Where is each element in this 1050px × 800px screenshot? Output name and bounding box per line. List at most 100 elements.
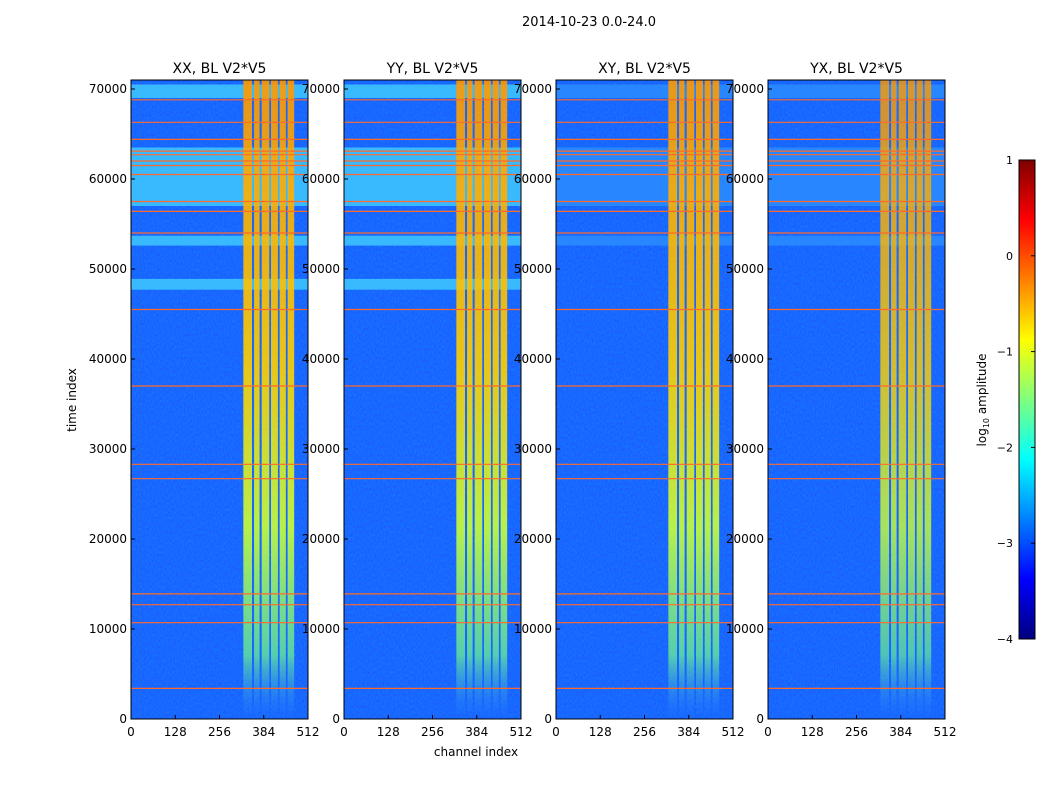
figure-suptitle: 2014-10-23 0.0-24.0 [522, 15, 656, 30]
time-band [768, 147, 945, 206]
channel-band [908, 80, 915, 719]
x-tick-label: 512 [934, 725, 957, 739]
colorbar-ticks: 1 0 −1 −2 −3 −4 [997, 154, 1035, 646]
colorbar-label-prefix: log [975, 428, 989, 446]
channel-band [271, 80, 278, 719]
y-tick-label: 50000 [302, 262, 340, 276]
y-tick-label: 60000 [514, 172, 552, 186]
y-tick-label: 30000 [726, 442, 764, 456]
channel-band [712, 80, 720, 719]
y-tick-label: 20000 [726, 532, 764, 546]
channel-band [254, 80, 260, 719]
y-tick-label: 60000 [89, 172, 127, 186]
y-tick-label: 10000 [302, 622, 340, 636]
time-band [768, 235, 945, 246]
x-tick-label: 256 [421, 725, 444, 739]
x-tick-label: 256 [633, 725, 656, 739]
y-tick-label: 10000 [89, 622, 127, 636]
channel-band [891, 80, 897, 719]
time-band [131, 147, 308, 206]
x-tick-label: 512 [510, 725, 533, 739]
x-tick-label: 0 [127, 725, 135, 739]
y-tick-label: 40000 [514, 352, 552, 366]
y-tick-label: 60000 [726, 172, 764, 186]
y-tick-label: 0 [544, 712, 552, 726]
y-tick-label: 0 [332, 712, 340, 726]
colorbar-scale [1018, 159, 1036, 640]
colorbar-tick-label: −1 [997, 346, 1013, 359]
x-tick-label: 256 [845, 725, 868, 739]
channel-band [686, 80, 695, 719]
y-tick-label: 70000 [89, 82, 127, 96]
y-tick-label: 40000 [726, 352, 764, 366]
y-tick-label: 70000 [726, 82, 764, 96]
panel-2: YY, BL V2*V5 0 128 256 384 512 0 10000 20000 3000… [302, 61, 533, 739]
x-tick-label: 512 [297, 725, 320, 739]
panel-title: YY, BL V2*V5 [386, 61, 479, 77]
channel-band [696, 80, 703, 719]
x-tick-label: 384 [889, 725, 912, 739]
channel-band [287, 80, 295, 719]
time-band [131, 278, 308, 290]
y-tick-label: 20000 [302, 532, 340, 546]
panel-title: XX, BL V2*V5 [173, 61, 267, 77]
y-tick-label: 70000 [514, 82, 552, 96]
channel-band [492, 80, 499, 719]
y-tick-label: 0 [756, 712, 764, 726]
colorbar-label: log10 amplitude [975, 354, 991, 447]
channel-band [484, 80, 491, 719]
channel-band [924, 80, 932, 719]
time-band [556, 235, 733, 246]
panel-1: XX, BL V2*V5 0 128 256 384 512 0 10000 20000 3000… [89, 61, 320, 739]
x-tick-label: 0 [340, 725, 348, 739]
channel-band [243, 80, 252, 719]
channel-band [467, 80, 473, 719]
y-tick-label: 30000 [89, 442, 127, 456]
channel-band [916, 80, 923, 719]
x-tick-label: 0 [764, 725, 772, 739]
time-band [344, 147, 521, 206]
channel-band [474, 80, 483, 719]
x-tick-label: 384 [677, 725, 700, 739]
y-tick-label: 20000 [514, 532, 552, 546]
x-tick-label: 384 [252, 725, 275, 739]
y-tick-label: 20000 [89, 532, 127, 546]
y-tick-label: 40000 [302, 352, 340, 366]
y-tick-label: 30000 [302, 442, 340, 456]
channel-band [704, 80, 711, 719]
time-band [131, 235, 308, 246]
colorbar-tick-label: 1 [1006, 154, 1013, 167]
x-tick-label: 128 [801, 725, 824, 739]
y-tick-label: 0 [119, 712, 127, 726]
channel-band [679, 80, 685, 719]
panel-title: XY, BL V2*V5 [598, 61, 691, 77]
y-tick-label: 50000 [514, 262, 552, 276]
panel-4: YX, BL V2*V5 0 128 256 384 512 0 10000 20000 3000… [726, 61, 957, 739]
channel-band [500, 80, 508, 719]
time-band [556, 147, 733, 206]
y-tick-label: 70000 [302, 82, 340, 96]
y-tick-label: 10000 [514, 622, 552, 636]
colorbar-tick-label: −2 [997, 441, 1013, 454]
channel-band [279, 80, 286, 719]
time-band [344, 278, 521, 290]
colorbar: 10−1−2−3−4 log10 amplitude [975, 154, 1036, 646]
y-tick-label: 50000 [89, 262, 127, 276]
x-tick-label: 0 [552, 725, 560, 739]
x-tick-label: 128 [589, 725, 612, 739]
colorbar-tick-label: 0 [1006, 250, 1013, 263]
colorbar-label-subscript: 10 [982, 418, 991, 428]
y-tick-label: 40000 [89, 352, 127, 366]
x-tick-label: 128 [164, 725, 187, 739]
y-axis-label: time index [65, 368, 79, 432]
y-tick-label: 60000 [302, 172, 340, 186]
time-band [344, 235, 521, 246]
panel-3: XY, BL V2*V5 0 128 256 384 512 0 10000 20000 3000… [514, 61, 745, 739]
x-tick-label: 128 [377, 725, 400, 739]
channel-band [456, 80, 465, 719]
panel-title: YX, BL V2*V5 [809, 61, 903, 77]
y-tick-label: 10000 [726, 622, 764, 636]
colorbar-tick-label: −3 [997, 537, 1013, 550]
channel-band [898, 80, 907, 719]
